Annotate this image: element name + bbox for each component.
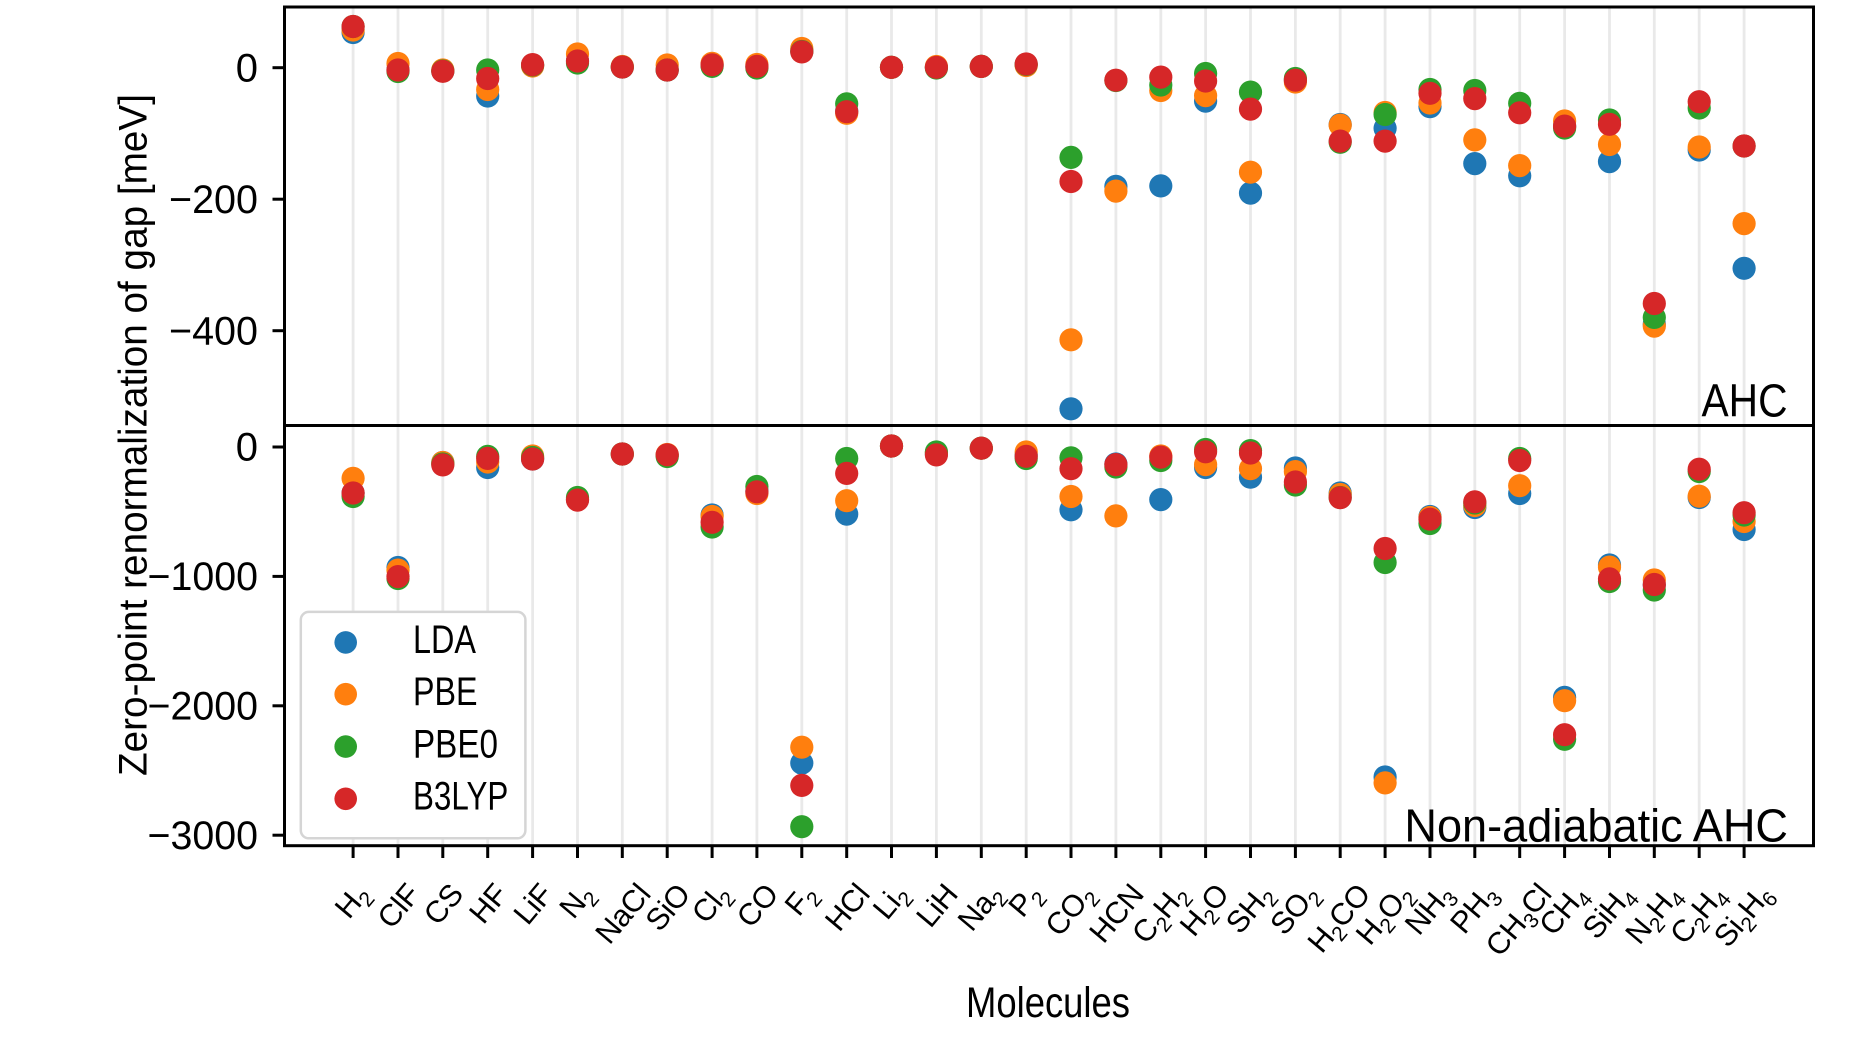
svg-text:−2000: −2000 [148, 685, 259, 729]
svg-text:PBE: PBE [413, 670, 478, 714]
svg-text:−200: −200 [169, 178, 258, 222]
svg-text:Non-adiabatic AHC: Non-adiabatic AHC [1404, 800, 1788, 852]
svg-text:Zero-point renormalization of: Zero-point renormalization of gap [meV] [111, 94, 155, 776]
svg-text:LDA: LDA [413, 618, 476, 662]
svg-text:−3000: −3000 [148, 814, 259, 858]
svg-text:−400: −400 [169, 309, 258, 353]
svg-text:−1000: −1000 [148, 555, 259, 599]
svg-text:C2H2: C2H2 [1125, 878, 1197, 954]
svg-text:AHC: AHC [1702, 375, 1788, 427]
svg-text:B3LYP: B3LYP [413, 775, 508, 819]
svg-text:0: 0 [236, 46, 258, 90]
svg-text:PBE0: PBE0 [413, 722, 498, 766]
svg-text:Molecules: Molecules [966, 979, 1130, 1027]
svg-text:0: 0 [236, 426, 258, 470]
